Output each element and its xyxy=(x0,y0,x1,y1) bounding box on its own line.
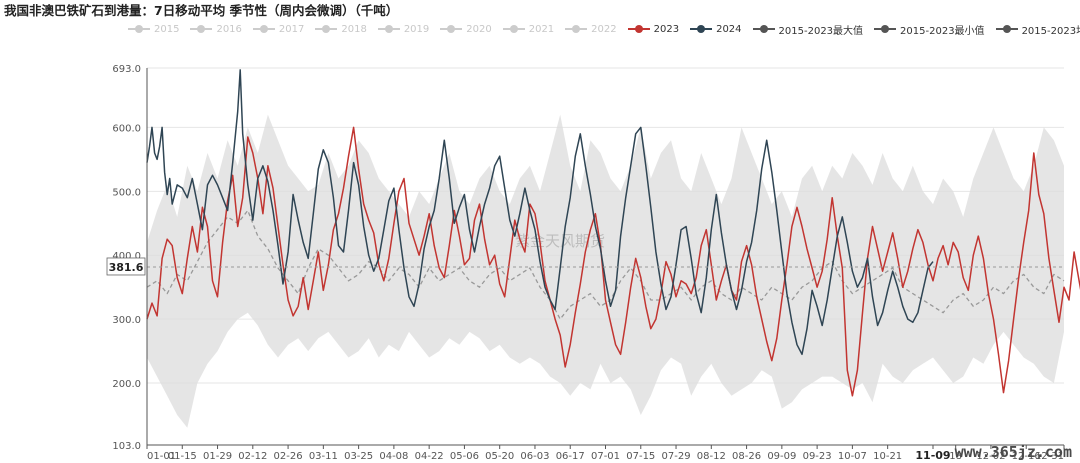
legend-item-2[interactable]: 2017 xyxy=(252,23,305,35)
legend-item-1[interactable]: 2016 xyxy=(190,23,242,35)
legend-label: 2022 xyxy=(591,23,617,35)
x-tick-label: 09-09 xyxy=(767,451,796,462)
x-tick-label: 06-03 xyxy=(520,451,549,462)
y-tick-label: 103.0 xyxy=(112,441,141,452)
watermark-text: 紫金天风期货 xyxy=(515,232,605,250)
series-line-2023 xyxy=(146,126,1080,397)
x-tick-label: 04-08 xyxy=(379,451,408,462)
legend-label: 2015 xyxy=(154,23,180,35)
x-tick-label: 08-12 xyxy=(697,451,726,462)
axis-pointer-label-box xyxy=(106,257,146,276)
x-tick-label: 01-01 xyxy=(147,451,176,462)
x-tick-label: 09-23 xyxy=(803,451,832,462)
x-tick-label: 07-01 xyxy=(591,451,620,462)
legend-item-6[interactable]: 2021 xyxy=(502,23,555,35)
legend-marker-icon xyxy=(627,24,650,34)
y-tick-label: 693.0 xyxy=(112,64,141,75)
y-tick-label: 200.0 xyxy=(112,379,141,390)
legend-item-8[interactable]: 2023 xyxy=(627,23,680,35)
x-tick-label: 03-11 xyxy=(309,451,338,462)
legend: 2015 2016 2017 2018 2019 2020 2021 2022 2023 2024… xyxy=(128,21,1080,37)
legend-label: 2018 xyxy=(341,23,367,35)
legend-item-5[interactable]: 2020 xyxy=(440,23,492,35)
x-tick-label: 10-21 xyxy=(873,451,902,462)
legend-label: 2017 xyxy=(278,23,305,35)
legend-marker-icon xyxy=(874,24,897,34)
legend-marker-icon xyxy=(128,24,150,34)
x-tick-label: 18 xyxy=(949,451,962,462)
legend-label: 2015-2023最小值 xyxy=(900,25,985,37)
legend-label: 2020 xyxy=(466,23,492,35)
legend-label: 2021 xyxy=(528,23,555,35)
legend-label: 2015-2023最大值 xyxy=(778,25,864,37)
x-tick-label: 10-07 xyxy=(838,451,867,462)
x-tick-label: 03-25 xyxy=(344,451,373,462)
y-tick-label: 400.0 xyxy=(112,251,141,262)
x-tick-label: 08-26 xyxy=(732,451,761,462)
x-tick-label: 05-20 xyxy=(485,451,514,462)
x-tick-label: 12-02 xyxy=(976,451,1005,462)
legend-item-11[interactable]: 2015-2023最小值 xyxy=(874,22,985,37)
legend-item-0[interactable]: 2015 xyxy=(128,24,179,35)
chart-title: 我国非澳巴铁矿石到港量：7日移动平均 季节性（周内会微调）（千吨） xyxy=(4,3,399,18)
x-tick-label: 06-17 xyxy=(556,451,585,462)
legend-label: 2023 xyxy=(653,23,680,35)
series-line-2024 xyxy=(146,69,934,356)
axis-pointer-value: 381.6 xyxy=(109,261,144,274)
legend-item-3[interactable]: 2018 xyxy=(315,23,367,35)
x-tick-label: 12-16 xyxy=(1012,451,1041,462)
site-watermark: www.365jz.com xyxy=(954,443,1072,461)
legend-label: 2019 xyxy=(403,23,430,35)
legend-marker-icon xyxy=(565,24,588,34)
legend-label: 2016 xyxy=(216,23,242,35)
x-tick-label: 04-22 xyxy=(415,451,444,462)
y-tick-label: 600.0 xyxy=(112,123,141,134)
legend-marker-icon xyxy=(377,24,400,34)
x-tick-label: 12-31 xyxy=(1035,451,1064,462)
legend-label: 2015-2023均值 xyxy=(1021,25,1080,37)
legend-marker-icon xyxy=(690,24,713,34)
legend-marker-icon xyxy=(315,24,338,34)
legend-item-7[interactable]: 2022 xyxy=(565,23,617,35)
y-tick-label: 300.0 xyxy=(112,315,141,326)
legend-marker-icon xyxy=(502,24,525,34)
legend-marker-icon xyxy=(995,24,1018,34)
x-tick-label: 02-12 xyxy=(238,451,267,462)
y-tick-label: 500.0 xyxy=(112,187,141,198)
legend-item-4[interactable]: 2019 xyxy=(377,23,430,35)
legend-item-12[interactable]: 2015-2023均值 xyxy=(995,22,1080,37)
legend-label: 2024 xyxy=(716,23,742,35)
legend-item-9[interactable]: 2024 xyxy=(690,23,742,35)
x-tick-label: 07-15 xyxy=(626,451,655,462)
legend-marker-icon xyxy=(752,24,775,34)
x-tick-label: 01-29 xyxy=(203,451,232,462)
minmax-band xyxy=(147,114,1064,428)
x-tick-label: 07-29 xyxy=(662,451,691,462)
legend-item-10[interactable]: 2015-2023最大值 xyxy=(752,22,864,37)
x-tick-label: 02-26 xyxy=(274,451,303,462)
legend-marker-icon xyxy=(440,24,463,34)
x-tick-label: 11-09 xyxy=(915,449,950,462)
x-tick-label: 05-06 xyxy=(450,451,479,462)
x-tick-label: 01-15 xyxy=(168,451,197,462)
legend-marker-icon xyxy=(252,24,275,34)
legend-marker-icon xyxy=(190,24,213,34)
